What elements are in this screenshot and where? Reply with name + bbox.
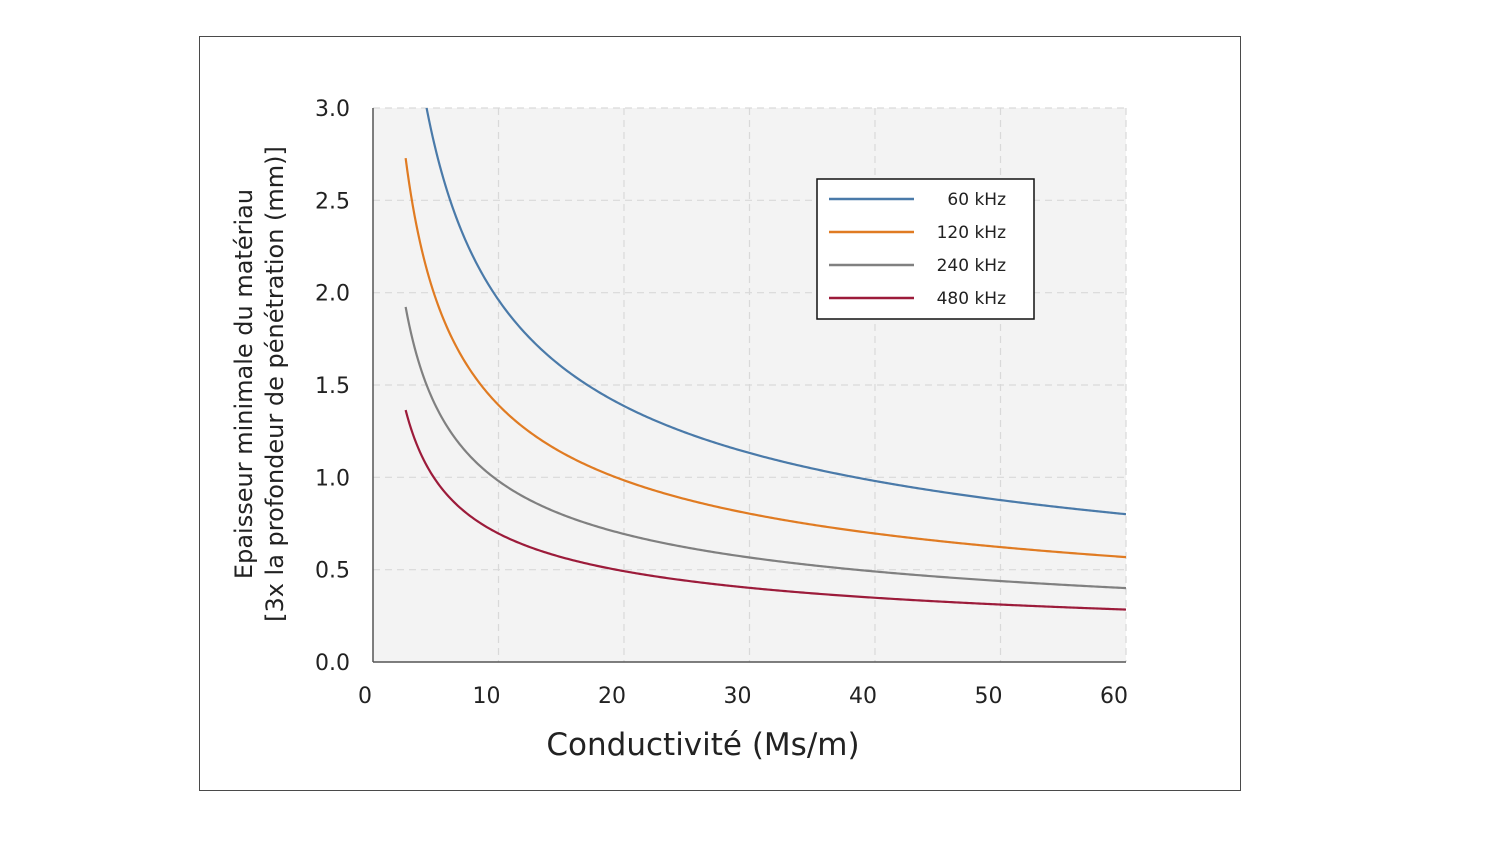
tick-labels: 0 10 20 30 40 50 60 0.0 0.5 1.0 1.5 2.0 2.5 3.0 [315,97,1128,709]
series-line-240-khz [404,306,1126,590]
x-tick-label: 30 [724,684,752,709]
legend: 60 kHz 120 kHz 240 kHz 480 kHz [816,178,1035,320]
legend-label: 120 kHz [937,223,1006,243]
x-axis-title: Conductivité (Ms/m) [546,727,859,763]
x-tick-label: 0 [358,684,372,709]
y-tick-label: 3.0 [315,97,350,122]
series-line-480-khz [404,409,1126,611]
y-tick-label: 0.0 [315,651,350,676]
x-tick-label: 20 [598,684,626,709]
x-tick-label: 40 [849,684,877,709]
y-tick-label: 1.0 [315,466,350,491]
x-tick-label: 10 [473,684,501,709]
x-tick-label: 60 [1100,684,1128,709]
legend-label: 60 kHz [947,190,1006,210]
y-tick-label: 0.5 [315,559,350,584]
y-axis-title-line-1: Epaisseur minimale du matériau [230,189,258,579]
series-line-120-khz [404,157,1126,559]
axes [372,108,1126,663]
legend-box [816,178,1035,320]
y-tick-label: 2.0 [315,282,350,307]
y-axis-title-line-2: [3x la profondeur de pénétration (mm)] [261,146,289,622]
y-axis-title: Epaisseur minimale du matériau [3x la pr… [230,146,289,622]
y-tick-label: 1.5 [315,374,350,399]
x-tick-label: 50 [975,684,1003,709]
legend-label: 240 kHz [937,256,1006,276]
series-line-60-khz [425,108,1126,516]
series-layer [404,108,1126,611]
y-tick-label: 2.5 [315,189,350,214]
grid-lines [373,107,1127,662]
legend-label: 480 kHz [937,289,1006,309]
